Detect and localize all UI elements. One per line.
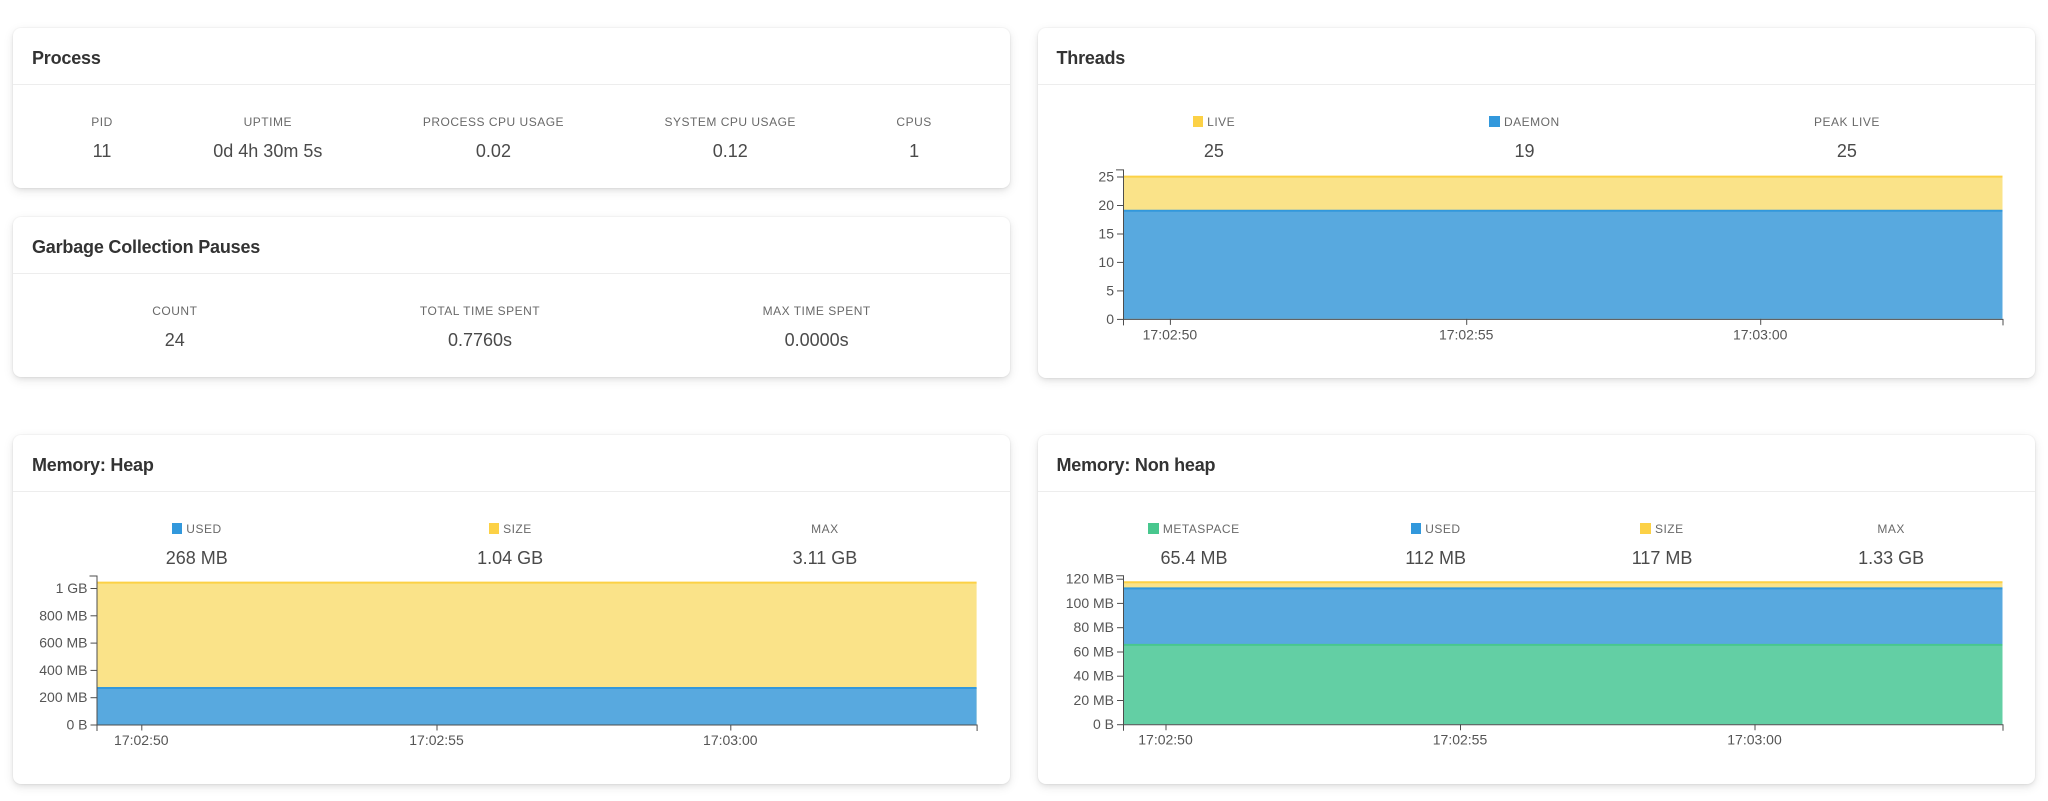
svg-text:17:02:55: 17:02:55 xyxy=(409,732,464,748)
svg-text:60 MB: 60 MB xyxy=(1073,644,1113,660)
svg-text:0: 0 xyxy=(1106,311,1114,327)
svg-text:120 MB: 120 MB xyxy=(1065,571,1113,587)
svg-text:0 B: 0 B xyxy=(66,717,87,733)
svg-text:17:02:50: 17:02:50 xyxy=(1142,326,1197,342)
svg-text:17:03:00: 17:03:00 xyxy=(703,732,758,748)
svg-text:200 MB: 200 MB xyxy=(39,689,87,705)
svg-text:25: 25 xyxy=(1098,169,1114,185)
svg-text:17:03:00: 17:03:00 xyxy=(1727,732,1782,748)
svg-text:17:02:55: 17:02:55 xyxy=(1432,732,1487,748)
svg-text:20: 20 xyxy=(1098,197,1114,213)
svg-text:600 MB: 600 MB xyxy=(39,635,87,651)
svg-text:80 MB: 80 MB xyxy=(1073,619,1113,635)
svg-text:17:03:00: 17:03:00 xyxy=(1732,326,1787,342)
svg-text:40 MB: 40 MB xyxy=(1073,668,1113,684)
svg-text:17:02:50: 17:02:50 xyxy=(114,732,169,748)
svg-text:20 MB: 20 MB xyxy=(1073,692,1113,708)
svg-text:800 MB: 800 MB xyxy=(39,607,87,623)
svg-text:100 MB: 100 MB xyxy=(1065,595,1113,611)
svg-text:1 GB: 1 GB xyxy=(56,580,88,596)
svg-text:5: 5 xyxy=(1106,282,1114,298)
svg-text:0 B: 0 B xyxy=(1092,716,1113,732)
svg-text:10: 10 xyxy=(1098,254,1114,270)
svg-text:17:02:50: 17:02:50 xyxy=(1138,732,1193,748)
svg-text:17:02:55: 17:02:55 xyxy=(1438,326,1493,342)
svg-text:400 MB: 400 MB xyxy=(39,662,87,678)
svg-text:15: 15 xyxy=(1098,226,1114,242)
